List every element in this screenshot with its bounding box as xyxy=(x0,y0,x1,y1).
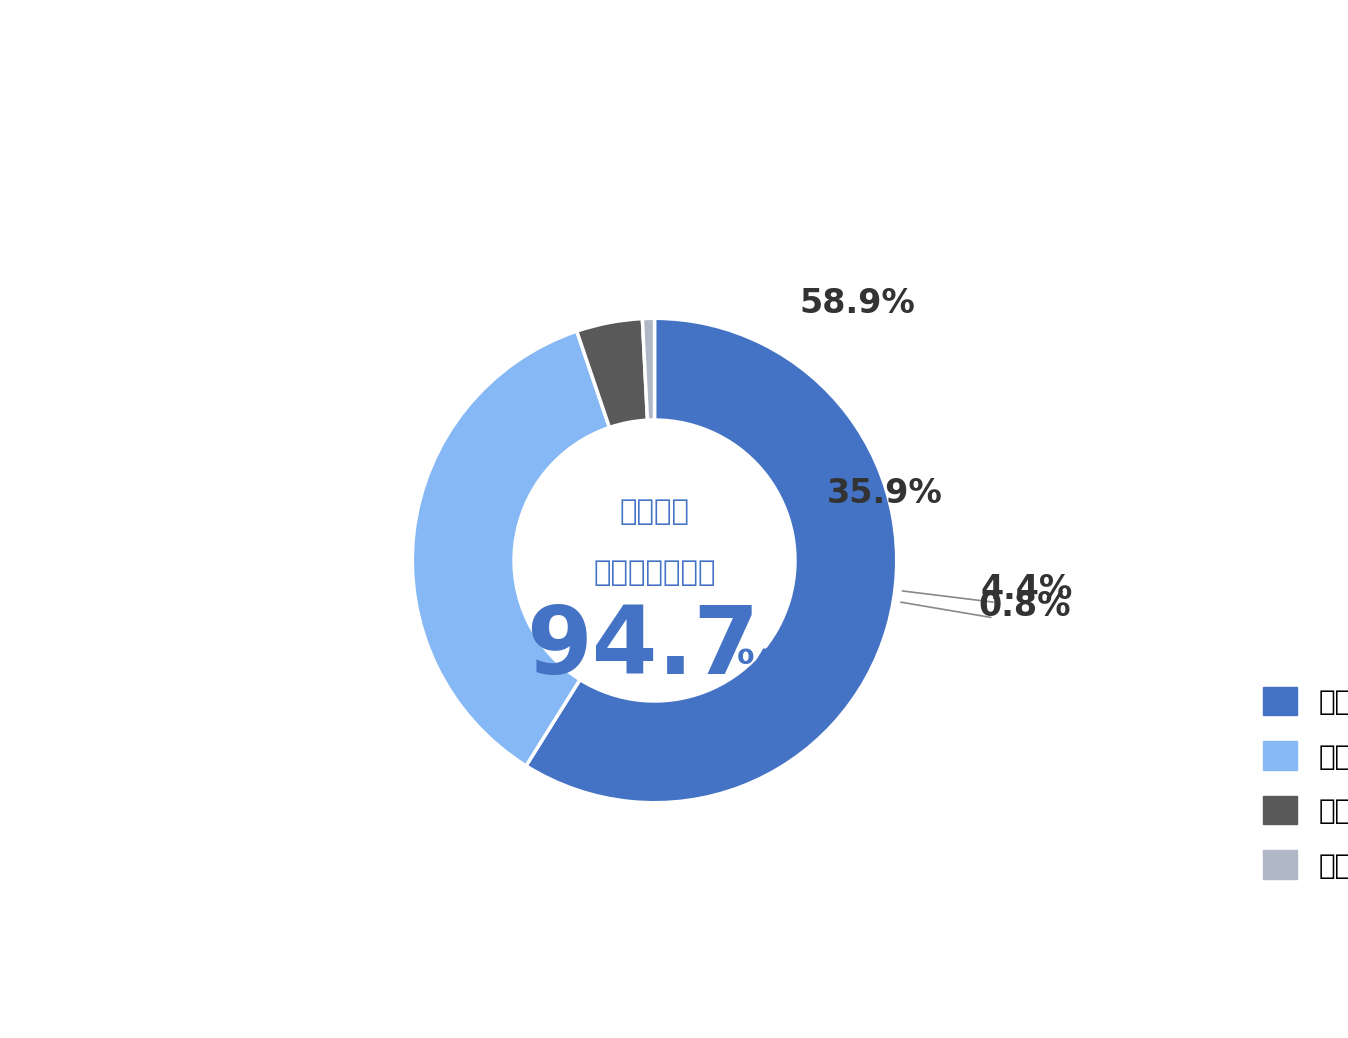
Text: 4.4%: 4.4% xyxy=(981,573,1073,606)
Text: 活性化に: 活性化に xyxy=(620,498,690,526)
Text: 0.8%: 0.8% xyxy=(979,591,1070,623)
Text: つながると思う: つながると思う xyxy=(593,558,716,586)
Text: 35.9%: 35.9% xyxy=(826,476,942,510)
Wedge shape xyxy=(526,319,896,802)
Text: 58.9%: 58.9% xyxy=(799,286,915,320)
Wedge shape xyxy=(412,331,609,766)
Legend: そう思う, ややそう思う, あまりそう思わない, そう思わない: そう思う, ややそう思う, あまりそう思わない, そう思わない xyxy=(1250,673,1348,894)
Circle shape xyxy=(514,420,795,701)
Wedge shape xyxy=(577,319,647,428)
Wedge shape xyxy=(643,319,655,420)
Text: %: % xyxy=(737,648,775,686)
Text: 94.7: 94.7 xyxy=(526,602,759,693)
